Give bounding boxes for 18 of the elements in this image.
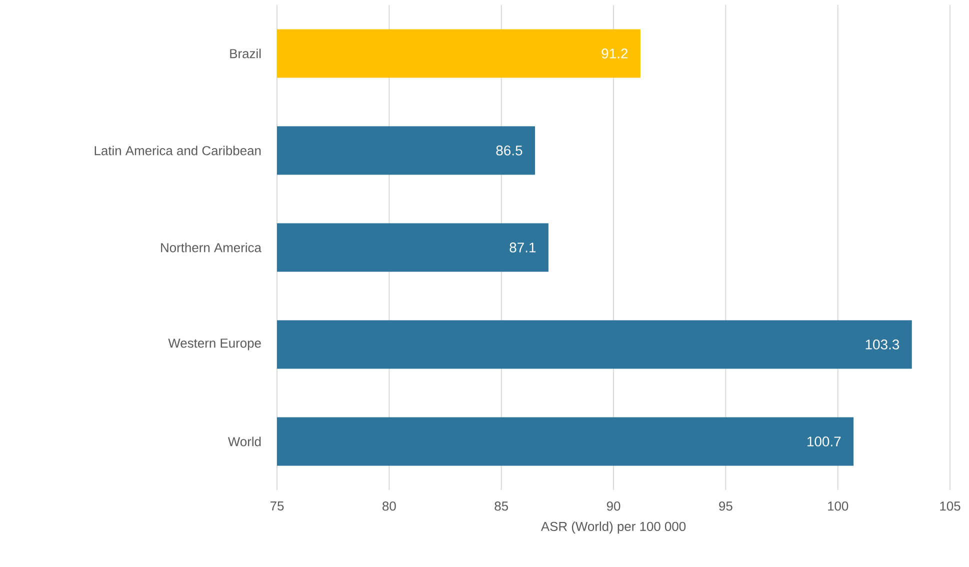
x-axis-title: ASR (World) per 100 000: [540, 522, 686, 534]
data-label: 87.1: [510, 242, 536, 252]
y-tick-label: Western Europe: [168, 338, 261, 350]
y-tick-label: Brazil: [230, 48, 261, 58]
data-label: 100.7: [808, 436, 841, 446]
y-tick-label: Northern America: [161, 242, 262, 252]
x-tick-label: 80: [382, 502, 396, 511]
x-tick-label: 95: [719, 502, 732, 511]
data-label: 103.3: [866, 340, 900, 350]
x-tick-label: 75: [270, 502, 284, 511]
data-label: 86.5: [496, 146, 522, 156]
x-tick-label: 105: [940, 502, 960, 511]
y-tick-label: Latin America and Caribbean: [94, 146, 261, 156]
x-tick-label: 85: [494, 502, 508, 511]
data-label: 91.2: [602, 48, 628, 58]
x-tick-label: 100: [828, 502, 848, 511]
x-tick-label: 90: [606, 502, 620, 511]
y-tick-label: World: [228, 436, 261, 446]
